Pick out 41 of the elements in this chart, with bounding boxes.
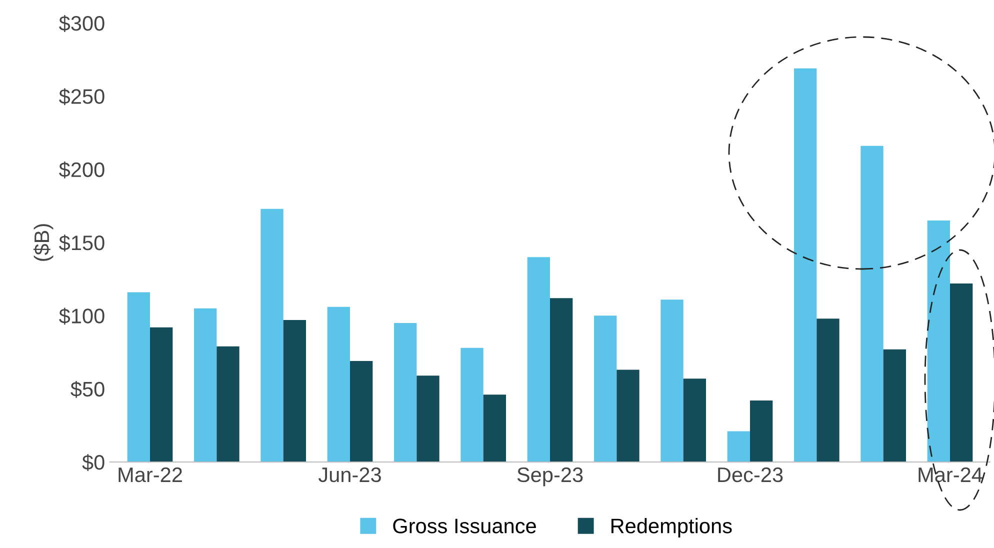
y-tick-label: $200 (59, 161, 104, 178)
bar (927, 220, 950, 462)
bar (594, 316, 617, 462)
legend-label: Redemptions (611, 518, 732, 538)
y-tick-label: $300 (59, 15, 104, 32)
bar (416, 376, 440, 462)
bar (794, 68, 817, 462)
y-tick-label: $100 (59, 308, 104, 325)
bar (683, 378, 706, 462)
bar (327, 306, 350, 462)
y-tick-label: $150 (59, 234, 104, 252)
x-tick-label: Mar-22 (118, 467, 182, 482)
bar (950, 283, 973, 462)
bar (260, 208, 284, 462)
bar (727, 431, 750, 462)
bar (127, 292, 150, 462)
bar (283, 320, 306, 462)
bar (550, 298, 573, 462)
x-tick-label: Dec-23 (718, 467, 783, 482)
bar (483, 394, 506, 462)
x-tick-label: Mar-24 (918, 467, 982, 482)
bar (350, 361, 373, 462)
bar (394, 322, 417, 462)
bar (860, 146, 884, 462)
bar (460, 348, 484, 462)
bar (816, 318, 840, 462)
x-tick-label: Jun-23 (318, 467, 381, 482)
bar (660, 300, 684, 462)
bar (194, 308, 217, 462)
y-tick-label: $0 (82, 454, 104, 471)
bar (216, 346, 240, 462)
y-tick-label: $50 (70, 380, 104, 398)
x-tick-label: Sep-23 (517, 467, 583, 486)
bar (750, 400, 773, 462)
bar (616, 370, 640, 462)
bar (527, 257, 550, 462)
y-tick-label: $250 (59, 88, 104, 106)
bar (150, 327, 173, 462)
y-axis-title: ($B) (33, 224, 54, 261)
legend-label: Gross Issuance (393, 518, 536, 534)
bar (883, 349, 906, 462)
